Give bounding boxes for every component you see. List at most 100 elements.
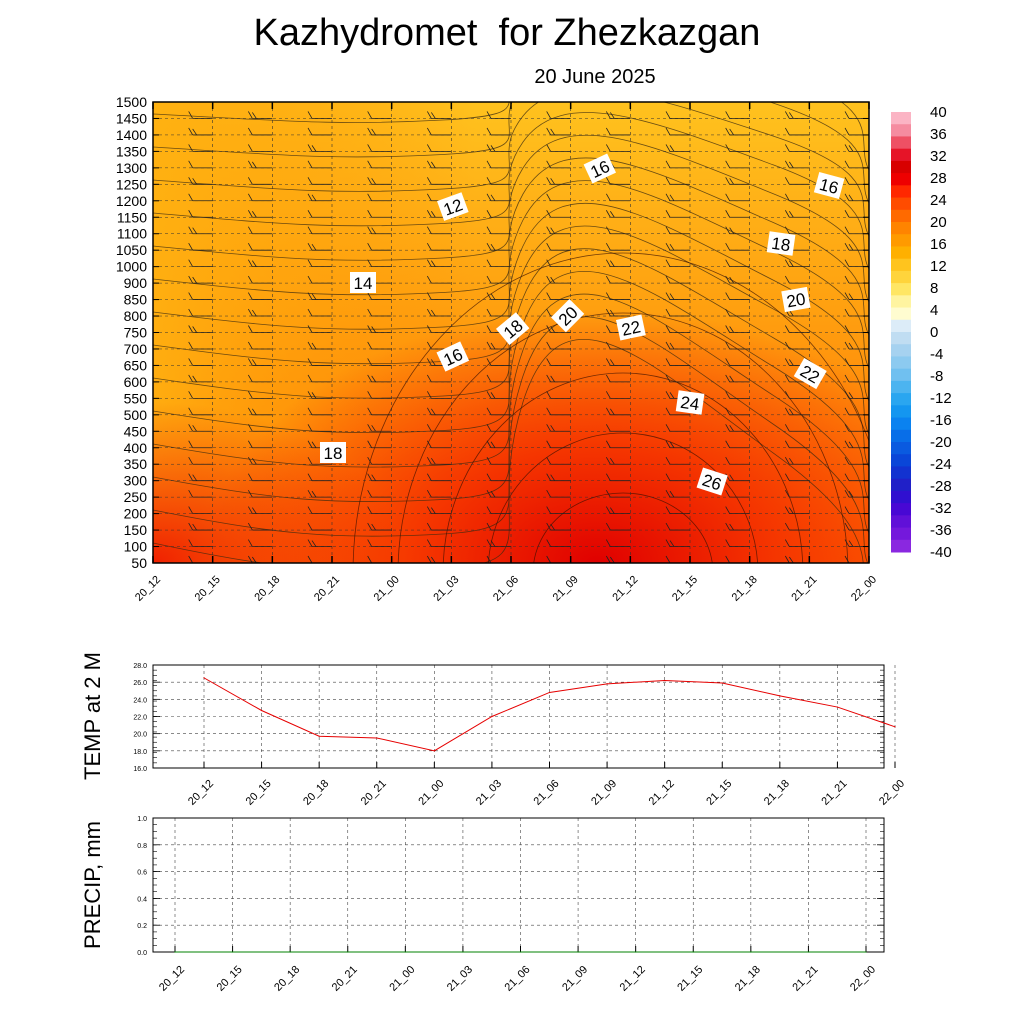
wind-barb bbox=[486, 506, 511, 515]
isotherm-core bbox=[533, 492, 713, 563]
wind-barb bbox=[307, 358, 332, 366]
wind-barb bbox=[784, 160, 810, 169]
colorbar-swatch bbox=[891, 136, 911, 150]
colorbar-swatch bbox=[891, 393, 911, 406]
data-point bbox=[692, 951, 694, 953]
data-point bbox=[721, 682, 723, 684]
wind-barb bbox=[605, 358, 631, 366]
svg-text:18: 18 bbox=[324, 444, 343, 463]
wind-barb bbox=[486, 522, 511, 531]
wind-barb bbox=[725, 275, 750, 284]
panel-x-tick-label: 20_21 bbox=[359, 778, 389, 808]
wind-barb bbox=[188, 506, 213, 515]
wind-barb bbox=[665, 407, 690, 416]
panel-x-tick-label: 21_06 bbox=[532, 778, 562, 808]
contour-label: 18 bbox=[766, 231, 796, 256]
colorbar-swatch bbox=[891, 307, 911, 321]
wind-barb bbox=[725, 407, 750, 416]
wind-barb bbox=[188, 457, 213, 465]
wind-barb bbox=[188, 127, 213, 136]
main-x-tick-label: 21_12 bbox=[610, 574, 640, 604]
data-point bbox=[231, 951, 234, 953]
wind-barb bbox=[546, 506, 571, 515]
data-point bbox=[865, 951, 867, 953]
wind-barb bbox=[426, 242, 452, 251]
wind-barb bbox=[665, 210, 690, 218]
wind-barb bbox=[546, 539, 571, 547]
wind-barb bbox=[426, 489, 452, 498]
main-y-tick-label: 550 bbox=[124, 390, 148, 406]
svg-text:24: 24 bbox=[679, 393, 700, 414]
wind-barb bbox=[367, 374, 392, 383]
wind-barb bbox=[188, 111, 213, 119]
wind-barb bbox=[665, 506, 690, 515]
main-y-tick-label: 800 bbox=[124, 308, 148, 324]
wind-barb bbox=[247, 292, 273, 300]
panel-x-tick-label: 20_15 bbox=[215, 964, 245, 994]
wind-barb bbox=[188, 539, 213, 547]
wind-barb bbox=[725, 374, 750, 383]
wind-barb bbox=[367, 242, 392, 251]
wind-barb bbox=[784, 325, 810, 333]
wind-barb bbox=[788, 102, 810, 103]
wind-barb bbox=[367, 111, 392, 119]
wind-barb bbox=[188, 325, 213, 333]
wind-barb bbox=[426, 259, 452, 268]
wind-barb bbox=[426, 440, 452, 449]
wind-barb bbox=[725, 308, 750, 317]
colorbar-swatch bbox=[891, 160, 911, 174]
wind-barb bbox=[546, 111, 571, 119]
main-y-tick-label: 200 bbox=[124, 506, 148, 522]
wind-barb bbox=[247, 555, 273, 563]
wind-barb bbox=[486, 127, 511, 136]
wind-barb bbox=[307, 424, 332, 432]
wind-barb bbox=[725, 292, 750, 300]
wind-barb bbox=[188, 242, 213, 251]
wind-barb bbox=[367, 440, 392, 449]
panel-x-tick-label: 21_12 bbox=[647, 778, 677, 808]
panel-x-tick-label: 21_09 bbox=[589, 778, 619, 808]
panel-y-tick-label: 1.0 bbox=[137, 816, 147, 823]
wind-barb bbox=[546, 440, 571, 449]
wind-barb bbox=[426, 522, 452, 531]
wind-barb bbox=[546, 374, 571, 383]
panel-y-axis-title: PRECIP, mm bbox=[80, 821, 105, 949]
main-y-tick-label: 1150 bbox=[117, 209, 147, 225]
colorbar-tick-label: 40 bbox=[930, 104, 947, 121]
wind-barb bbox=[546, 210, 571, 218]
wind-barb bbox=[784, 407, 810, 416]
main-y-tick-label: 100 bbox=[124, 539, 148, 555]
main-y-tick-label: 1250 bbox=[116, 176, 147, 192]
data-point bbox=[750, 951, 752, 953]
wind-barb bbox=[307, 193, 332, 202]
chart-title: Kazhydromet for Zhezkazgan bbox=[253, 12, 761, 54]
data-point bbox=[548, 691, 551, 694]
wind-barb bbox=[486, 440, 511, 449]
wind-barb bbox=[486, 473, 511, 482]
wind-barb bbox=[188, 374, 213, 383]
panel-y-axis-title: TEMP at 2 M bbox=[80, 652, 105, 780]
wind-barb bbox=[665, 111, 690, 119]
wind-barb bbox=[307, 341, 332, 350]
wind-barb bbox=[784, 506, 810, 515]
wind-barb bbox=[546, 555, 571, 563]
wind-barb bbox=[784, 177, 810, 185]
wind-barb bbox=[784, 210, 810, 218]
colorbar-swatch bbox=[891, 246, 911, 260]
wind-barb bbox=[665, 275, 690, 284]
wind-barb bbox=[188, 308, 213, 317]
wind-barb bbox=[546, 522, 571, 531]
wind-barb bbox=[426, 275, 452, 284]
wind-barb bbox=[550, 102, 571, 103]
wind-barb bbox=[486, 424, 511, 432]
wind-barb bbox=[486, 144, 511, 152]
wind-barb bbox=[665, 308, 690, 317]
wind-barb bbox=[307, 292, 332, 300]
wind-barb bbox=[486, 292, 511, 300]
data-point bbox=[462, 951, 464, 953]
wind-barb bbox=[665, 341, 690, 350]
wind-barb bbox=[784, 259, 810, 268]
wind-barb bbox=[546, 457, 571, 465]
wind-barb bbox=[725, 440, 750, 449]
